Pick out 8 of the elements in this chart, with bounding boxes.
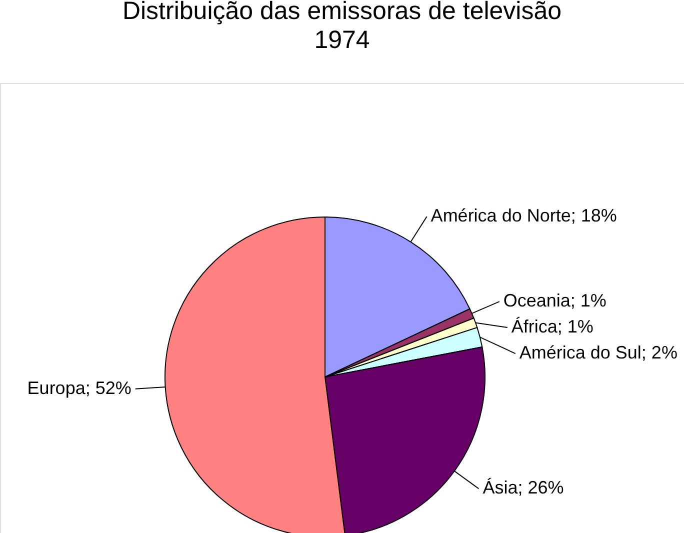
slice-label: África; 1% — [511, 316, 594, 337]
chart-title: Distribuição das emissoras de televisão — [122, 0, 562, 25]
chart-subtitle: 1974 — [314, 26, 370, 54]
slice-label: Ásia; 26% — [482, 478, 564, 498]
slice-label: Oceania; 1% — [503, 290, 606, 311]
slice-label: Europa; 52% — [27, 378, 132, 398]
slice-label: América do Norte; 18% — [430, 206, 617, 226]
slice-label: América do Sul; 2% — [519, 342, 678, 363]
